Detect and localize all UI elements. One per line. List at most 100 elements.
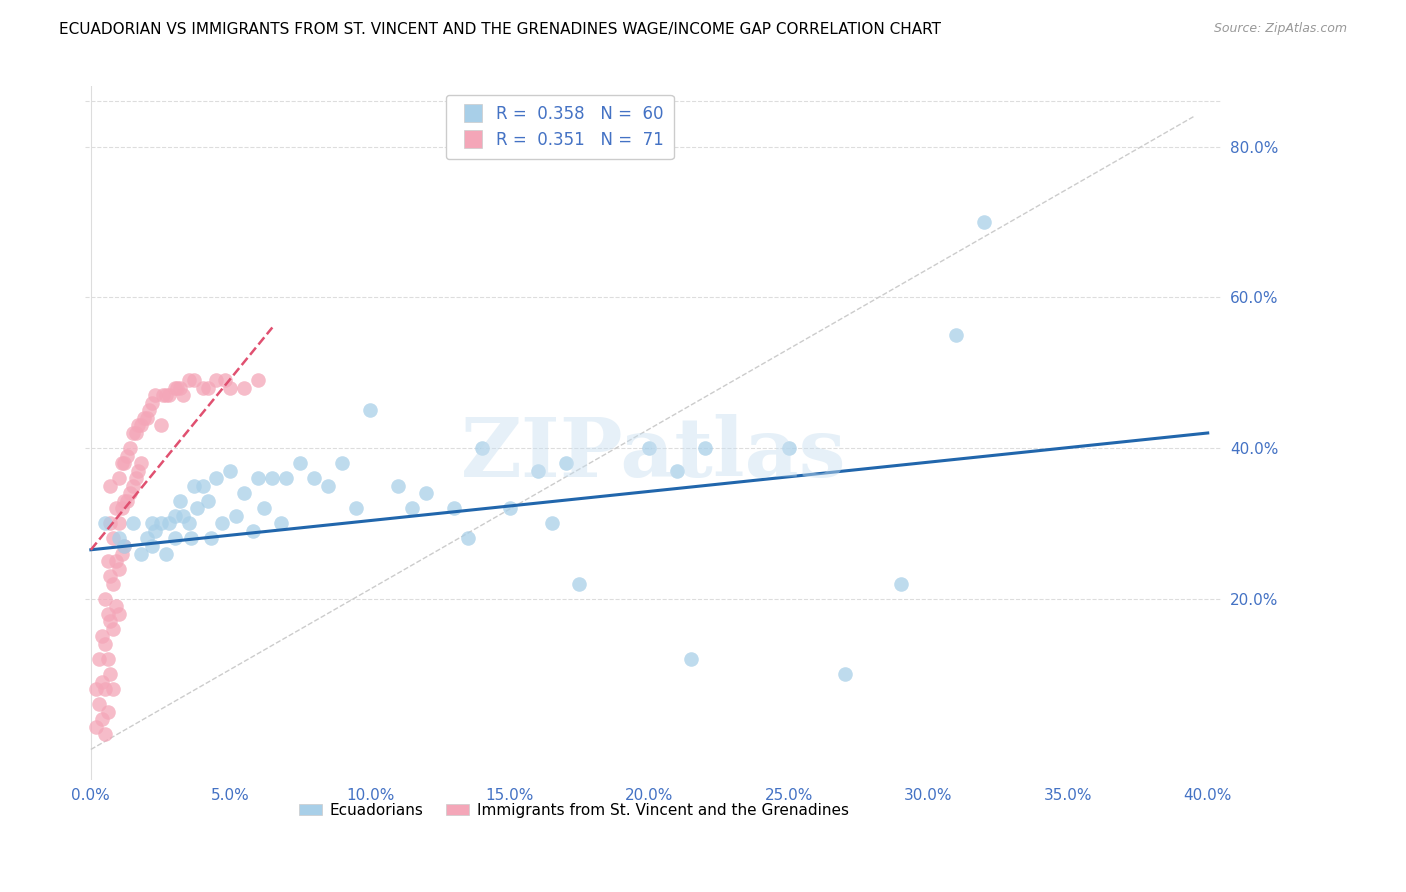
Point (169, 381, 191, 395)
Point (205, 373, 228, 387)
Point (276, 471, 298, 485)
Point (290, 456, 312, 470)
Point (89, 698, 111, 712)
Point (135, 411, 157, 425)
Point (834, 667, 856, 681)
Point (143, 524, 166, 538)
Point (107, 561, 129, 575)
Point (387, 479, 409, 493)
Point (101, 532, 124, 546)
Point (211, 516, 233, 531)
Point (169, 493, 191, 508)
Point (233, 381, 256, 395)
Point (104, 599, 127, 614)
Point (157, 516, 180, 531)
Point (568, 576, 591, 591)
Point (91, 674, 114, 689)
Point (499, 501, 522, 516)
Point (197, 381, 219, 395)
Point (141, 539, 163, 553)
Point (666, 464, 689, 478)
Point (107, 532, 129, 546)
Point (359, 403, 381, 417)
Point (163, 532, 186, 546)
Point (973, 215, 995, 229)
Point (97, 705, 120, 719)
Point (101, 622, 124, 636)
Point (219, 464, 242, 478)
Point (172, 388, 194, 402)
Point (94, 591, 117, 606)
Point (112, 539, 135, 553)
Point (270, 516, 292, 531)
Point (118, 486, 141, 500)
Point (247, 373, 270, 387)
Point (118, 441, 141, 455)
Point (94, 637, 117, 651)
Point (115, 449, 138, 463)
Point (247, 471, 270, 485)
Point (242, 524, 264, 538)
Point (135, 532, 157, 546)
Point (163, 508, 186, 523)
Point (163, 381, 186, 395)
Point (401, 501, 423, 516)
Point (155, 547, 177, 561)
Point (138, 403, 160, 417)
Point (141, 396, 163, 410)
Point (457, 532, 479, 546)
Point (540, 516, 562, 531)
Point (253, 501, 276, 516)
Point (86, 682, 108, 697)
Point (554, 456, 576, 470)
Point (107, 607, 129, 621)
Text: Source: ZipAtlas.com: Source: ZipAtlas.com (1213, 22, 1347, 36)
Point (89, 652, 111, 666)
Point (101, 576, 124, 591)
Point (197, 493, 219, 508)
Point (129, 418, 152, 433)
Point (183, 479, 205, 493)
Point (100, 667, 122, 681)
Point (180, 532, 202, 546)
Point (100, 516, 122, 531)
Point (200, 532, 222, 546)
Legend: Ecuadorians, Immigrants from St. Vincent and the Grenadines: Ecuadorians, Immigrants from St. Vincent… (292, 797, 855, 824)
Point (344, 501, 367, 516)
Point (219, 381, 242, 395)
Point (262, 471, 284, 485)
Point (183, 373, 205, 387)
Point (225, 508, 247, 523)
Point (110, 547, 132, 561)
Point (115, 493, 138, 508)
Point (94, 516, 117, 531)
Point (110, 456, 132, 470)
Point (94, 682, 117, 697)
Point (191, 381, 214, 395)
Point (302, 471, 325, 485)
Point (100, 479, 122, 493)
Point (121, 479, 143, 493)
Point (330, 456, 353, 470)
Point (132, 411, 155, 425)
Point (316, 479, 339, 493)
Point (186, 501, 208, 516)
Point (471, 441, 494, 455)
Point (104, 501, 127, 516)
Point (107, 471, 129, 485)
Point (100, 569, 122, 583)
Point (94, 727, 117, 741)
Point (110, 501, 132, 516)
Point (121, 516, 143, 531)
Point (191, 479, 214, 493)
Point (97, 652, 120, 666)
Point (149, 516, 172, 531)
Point (214, 373, 236, 387)
Point (112, 539, 135, 553)
Point (97, 554, 120, 568)
Point (177, 373, 200, 387)
Point (97, 607, 120, 621)
Point (107, 516, 129, 531)
Point (233, 486, 256, 500)
Point (177, 516, 200, 531)
